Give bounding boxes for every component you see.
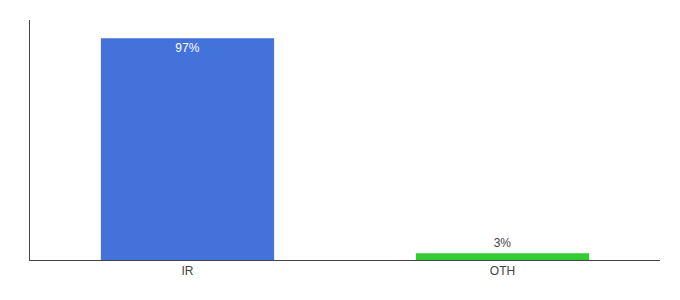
svg-text:97%: 97%: [175, 41, 199, 55]
svg-text:OTH: OTH: [490, 264, 515, 278]
svg-text:IR: IR: [182, 264, 194, 278]
svg-text:3%: 3%: [494, 236, 512, 250]
